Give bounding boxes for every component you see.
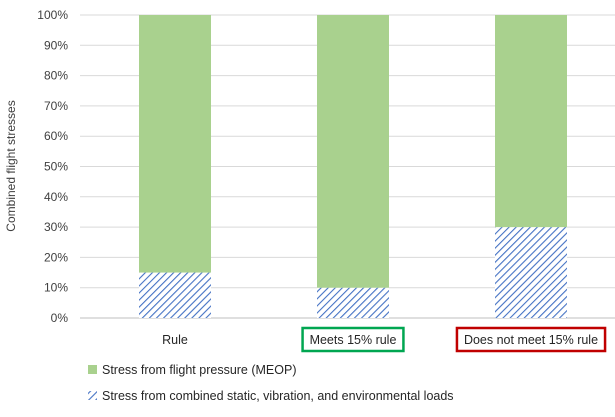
x-axis-categories: Rule Meets 15% rule Does not meet 15% rule: [162, 326, 607, 353]
bar-segment-flight-pressure: [139, 15, 211, 273]
x-category-label: Meets 15% rule: [310, 333, 397, 347]
bar-segment-flight-pressure: [495, 15, 567, 228]
bar-segment-static-loads: [495, 227, 567, 318]
y-axis-label: Combined flight stresses: [4, 100, 18, 231]
y-tick-label: 40%: [44, 190, 68, 204]
y-tick-label: 10%: [44, 281, 68, 295]
y-tick-label: 0%: [51, 311, 69, 325]
y-tick-label: 90%: [44, 38, 68, 52]
y-axis-ticks: 0% 10% 20% 30% 40% 50% 60% 70% 80% 90% 100%: [37, 8, 68, 325]
y-tick-label: 80%: [44, 69, 68, 83]
legend-label: Stress from combined static, vibration, …: [102, 389, 454, 403]
bars: [139, 15, 567, 318]
bar-segment-static-loads: [139, 272, 211, 318]
y-tick-label: 60%: [44, 129, 68, 143]
y-tick-label: 100%: [37, 8, 68, 22]
legend-swatch: [88, 391, 97, 400]
category-highlight-box: [455, 326, 607, 353]
x-category-label: Rule: [162, 333, 188, 347]
category-highlight-box: [301, 326, 405, 353]
y-tick-label: 70%: [44, 99, 68, 113]
y-tick-label: 50%: [44, 160, 68, 174]
bar-segment-static-loads: [317, 287, 389, 318]
y-tick-label: 30%: [44, 220, 68, 234]
legend-swatch: [88, 365, 97, 374]
x-category-label: Does not meet 15% rule: [464, 333, 598, 347]
legend: Stress from flight pressure (MEOP) Stress…: [88, 363, 454, 403]
bar-segment-flight-pressure: [317, 15, 389, 288]
legend-label: Stress from flight pressure (MEOP): [102, 363, 297, 377]
y-tick-label: 20%: [44, 250, 68, 264]
